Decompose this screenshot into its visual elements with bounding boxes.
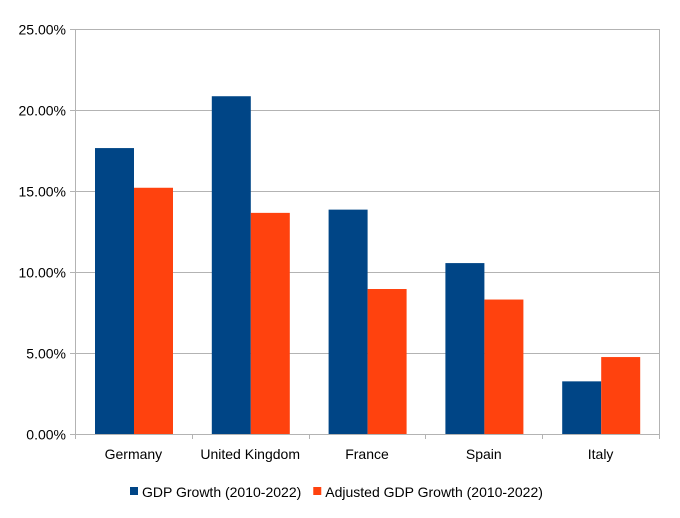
x-tick-label: Germany	[105, 446, 163, 462]
bar-1-spain	[484, 299, 524, 434]
y-tick-label: 20.00%	[19, 103, 66, 119]
y-tick-label: 15.00%	[19, 184, 66, 200]
bar-1-france	[367, 289, 407, 434]
x-tick-label: France	[345, 446, 389, 462]
legend-label: Adjusted GDP Growth (2010-2022)	[325, 484, 543, 500]
x-tick-label: Spain	[466, 446, 502, 462]
bar-1-united-kingdom	[250, 212, 290, 434]
bar-1-germany	[134, 187, 173, 434]
legend-swatch	[130, 487, 138, 495]
bar-0-spain	[445, 263, 485, 434]
bar-0-germany	[95, 148, 134, 434]
y-tick-label: 25.00%	[19, 22, 66, 38]
bar-1-italy	[601, 357, 641, 434]
bar-0-united-kingdom	[211, 96, 251, 434]
y-tick-label: 0.00%	[26, 427, 66, 443]
x-tick-label: Italy	[588, 446, 614, 462]
legend-label: GDP Growth (2010-2022)	[142, 484, 301, 500]
bar-0-france	[328, 209, 368, 434]
bar-0-italy	[562, 381, 602, 434]
y-tick-label: 5.00%	[26, 346, 66, 362]
legend-swatch	[313, 487, 322, 495]
x-tick-label: United Kingdom	[200, 446, 300, 462]
y-tick-label: 10.00%	[19, 265, 66, 281]
